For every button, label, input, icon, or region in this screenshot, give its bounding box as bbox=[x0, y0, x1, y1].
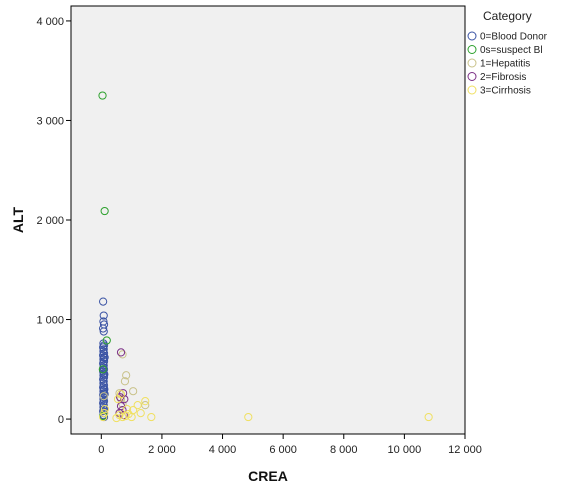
data-point bbox=[116, 348, 126, 357]
data-point bbox=[99, 297, 108, 306]
y-tick-label: 3 000 bbox=[36, 115, 64, 127]
x-tick-label: 8 000 bbox=[330, 444, 358, 456]
data-point bbox=[115, 389, 124, 398]
data-point bbox=[136, 408, 145, 418]
legend-item-label: 0s=suspect Bl bbox=[480, 45, 543, 56]
data-point bbox=[99, 392, 108, 401]
legend-marker bbox=[467, 72, 477, 81]
x-axis-title: CREA bbox=[248, 468, 288, 484]
legend: Category 0=Blood Donor 0s=suspect Bl 1=Hep… bbox=[467, 9, 548, 97]
data-point bbox=[112, 413, 121, 423]
y-tick-label: 2 000 bbox=[36, 215, 64, 227]
legend-item-label: 0=Blood Donor bbox=[480, 32, 548, 43]
data-point bbox=[100, 408, 109, 418]
data-point bbox=[118, 350, 127, 359]
data-point bbox=[244, 412, 253, 422]
y-tick-label: 1 000 bbox=[36, 315, 64, 327]
data-point bbox=[100, 405, 110, 414]
y-tick-label: 4 000 bbox=[36, 16, 64, 28]
y-tick-label: 0 bbox=[58, 414, 64, 426]
legend-marker bbox=[467, 45, 477, 54]
x-tick-label: 0 bbox=[98, 444, 104, 456]
legend-marker bbox=[467, 31, 477, 41]
legend-item-label: 3=Cirrhosis bbox=[480, 86, 531, 97]
x-tick-label: 2 000 bbox=[148, 444, 176, 456]
data-point bbox=[120, 377, 130, 386]
data-point bbox=[118, 400, 127, 409]
data-point bbox=[100, 206, 109, 216]
data-point bbox=[147, 412, 156, 422]
data-point bbox=[100, 353, 109, 362]
data-point bbox=[100, 370, 109, 379]
data-point bbox=[129, 387, 138, 396]
data-point bbox=[98, 91, 107, 100]
data-point bbox=[113, 395, 123, 404]
data-point bbox=[141, 397, 150, 406]
data-point bbox=[102, 336, 111, 345]
data-point bbox=[424, 412, 433, 422]
legend-item-label: 1=Hepatitis bbox=[480, 59, 530, 70]
data-point bbox=[122, 371, 131, 380]
legend-marker bbox=[467, 58, 477, 68]
data-point bbox=[115, 410, 124, 420]
data-point bbox=[98, 365, 107, 374]
legend-title: Category bbox=[483, 9, 532, 23]
y-axis-title: ALT bbox=[10, 206, 26, 233]
x-tick-label: 12 000 bbox=[448, 444, 482, 456]
data-point bbox=[127, 412, 136, 422]
data-point bbox=[122, 405, 132, 414]
data-point bbox=[99, 412, 108, 422]
legend-marker bbox=[467, 85, 477, 95]
data-point bbox=[99, 327, 108, 336]
x-tick-label: 10 000 bbox=[388, 444, 422, 456]
data-point bbox=[133, 401, 142, 410]
legend-item-label: 2=Fibrosis bbox=[480, 72, 526, 83]
data-point bbox=[99, 324, 108, 333]
x-tick-label: 4 000 bbox=[209, 444, 237, 456]
plot-area bbox=[70, 5, 466, 435]
data-point bbox=[99, 311, 108, 320]
x-tick-label: 6 000 bbox=[269, 444, 297, 456]
